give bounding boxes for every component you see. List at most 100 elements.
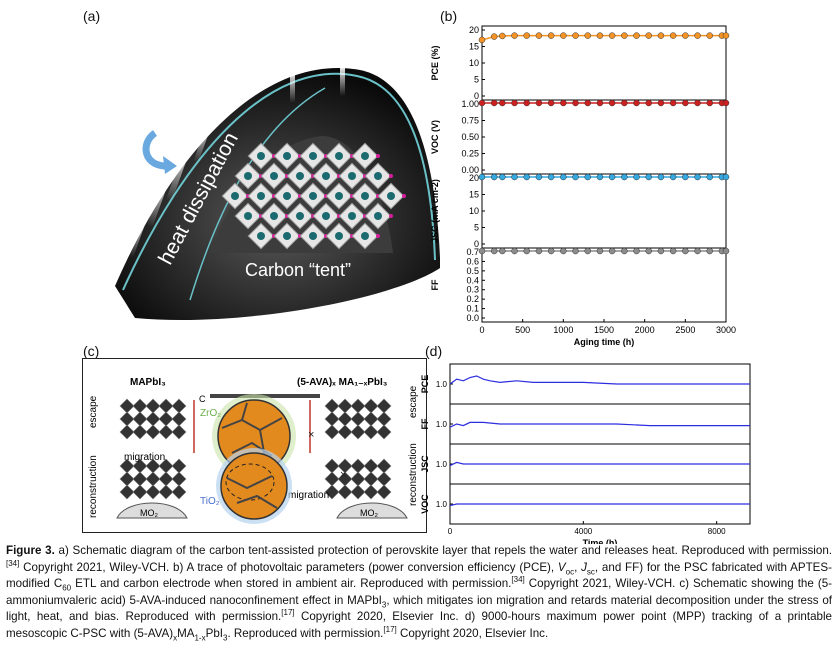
right-title: (5-AVA)ₓ MA₁₋ₓPbI₃ bbox=[297, 377, 388, 388]
octahedron bbox=[376, 471, 392, 487]
data-point bbox=[560, 173, 567, 181]
y-tick-label: 0.5 bbox=[466, 266, 479, 276]
octahedron bbox=[324, 411, 340, 427]
octahedron bbox=[350, 424, 366, 440]
mesoporous-spheres: C ZrO₂ TiO₂ bbox=[199, 394, 320, 524]
data-point bbox=[682, 99, 689, 107]
octahedron bbox=[376, 424, 392, 440]
right-migration-label: migration bbox=[288, 490, 329, 501]
x-tick-label: 3000 bbox=[716, 325, 736, 335]
y-tick-label: 0.75 bbox=[461, 116, 479, 126]
data-point bbox=[596, 247, 604, 255]
data-point bbox=[572, 99, 579, 107]
data-point bbox=[608, 99, 616, 107]
octahedron bbox=[376, 398, 392, 414]
data-point bbox=[523, 32, 530, 39]
data-point bbox=[584, 32, 591, 39]
x-tick-label: 1000 bbox=[553, 325, 573, 335]
data-point bbox=[706, 247, 713, 255]
octahedron bbox=[132, 424, 148, 440]
octahedron bbox=[337, 411, 353, 427]
x-tick-label: 4000 bbox=[574, 527, 592, 536]
zro2-label: ZrO₂ bbox=[200, 408, 221, 419]
data-line bbox=[450, 503, 750, 507]
y-axis-label: FF bbox=[420, 418, 430, 429]
water-droplet-streaks bbox=[127, 68, 345, 258]
left-escape-label: escape bbox=[88, 395, 99, 428]
x-tick-label: 0 bbox=[448, 527, 453, 536]
data-point bbox=[499, 32, 506, 40]
data-line bbox=[450, 421, 750, 428]
data-line bbox=[450, 375, 750, 385]
carbon-tent-label: Carbon “tent” bbox=[245, 260, 351, 280]
data-point bbox=[547, 32, 555, 39]
y-tick-label: 0.0 bbox=[466, 313, 479, 323]
y-axis-label: VOC bbox=[420, 494, 430, 514]
octahedron bbox=[119, 471, 135, 487]
octahedron bbox=[158, 471, 174, 487]
y-axis-label: PCE bbox=[420, 375, 430, 394]
y-tick-label: 1.0 bbox=[436, 460, 448, 469]
caption-ref: [34] bbox=[511, 575, 525, 585]
caption-sub: 3 bbox=[381, 599, 387, 609]
caption-text: , which mitigates ion migration and reta… bbox=[6, 593, 832, 624]
a-site-cation bbox=[270, 212, 278, 220]
caption-text: Copyright 2021, Wiley-VCH. c) Schematic … bbox=[6, 577, 833, 607]
caption-symbol: J bbox=[581, 560, 587, 574]
panel-c-label: (c) bbox=[83, 343, 100, 359]
carbon-label: C bbox=[199, 394, 206, 404]
plot-frame bbox=[481, 99, 727, 175]
data-point bbox=[560, 247, 567, 255]
a-site-cation bbox=[283, 232, 291, 240]
caption-text: , bbox=[574, 560, 582, 574]
data-point bbox=[560, 32, 567, 39]
octahedron bbox=[350, 411, 366, 427]
a-site-cation bbox=[244, 212, 252, 220]
octahedron bbox=[350, 458, 366, 474]
octahedron bbox=[337, 398, 353, 414]
octahedron bbox=[145, 398, 161, 414]
data-point bbox=[669, 173, 677, 181]
caption-text: Copyright 2020, Elsevier Inc. bbox=[396, 626, 549, 640]
a-site-cation bbox=[322, 172, 330, 180]
caption-text: , and FF) for the PSC fabricated with AP… bbox=[6, 560, 833, 591]
octahedron bbox=[350, 484, 366, 500]
caption-text: a) Schematic diagram of the carbon tent-… bbox=[58, 544, 832, 557]
data-point bbox=[511, 32, 518, 39]
octahedron bbox=[324, 398, 340, 414]
a-site-cation bbox=[322, 212, 330, 220]
y-tick-label: 20 bbox=[469, 25, 479, 35]
data-point bbox=[535, 32, 543, 39]
octahedron bbox=[145, 484, 161, 500]
y-tick-label: 1.0 bbox=[436, 380, 448, 389]
data-point bbox=[478, 99, 486, 107]
x-tick-label: 8000 bbox=[708, 527, 726, 536]
caption-text: Copyright 2020, Elsevier Inc. d) 9000-ho… bbox=[6, 610, 832, 640]
data-point bbox=[547, 99, 555, 107]
caption-text: . Reproduced with permission. bbox=[227, 626, 384, 640]
nanoconfinement-schematic: MAPbI₃ (5-AVA)ₓ MA₁₋ₓPbI₃ escape reconst… bbox=[82, 358, 427, 533]
data-point bbox=[499, 173, 506, 181]
data-point bbox=[682, 173, 689, 181]
tio2-label: TiO₂ bbox=[200, 496, 220, 507]
subplot-voc-v-: 0.00 0.25 0.50 0.75 1.00 VOC (V) bbox=[430, 99, 730, 175]
data-point bbox=[694, 173, 701, 181]
data-point bbox=[645, 99, 652, 107]
a-site-cation bbox=[283, 192, 291, 200]
octahedron bbox=[158, 411, 174, 427]
octahedron bbox=[132, 398, 148, 414]
a-site-cation bbox=[335, 152, 343, 160]
x-tick-label: 0 bbox=[479, 325, 484, 335]
subplot-jsc-ma-cm-: 0 5 10 15 20 JSC (mA cm-2) bbox=[430, 173, 730, 249]
octahedron bbox=[363, 411, 379, 427]
data-point bbox=[535, 173, 543, 181]
x-tick-label: 1500 bbox=[594, 325, 614, 335]
caption-sub: 1-x bbox=[194, 632, 206, 642]
caption-text: ETL and carbon electrode when stored in … bbox=[71, 577, 512, 590]
a-site-cation bbox=[348, 172, 356, 180]
perovskite-crystal-lattice bbox=[210, 136, 406, 253]
octahedron bbox=[119, 484, 135, 500]
data-point bbox=[584, 173, 591, 181]
data-point bbox=[633, 99, 640, 107]
plot-frame bbox=[481, 247, 727, 323]
